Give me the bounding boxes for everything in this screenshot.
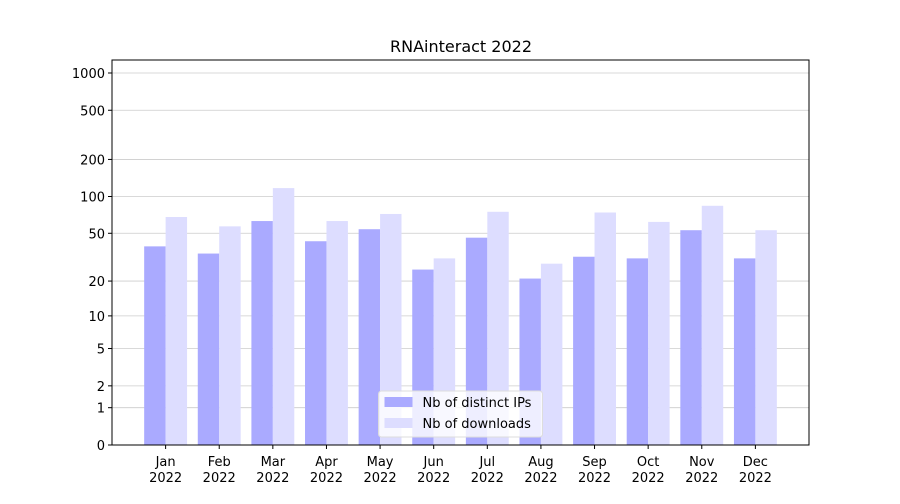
bar bbox=[251, 221, 273, 445]
bar bbox=[219, 226, 241, 445]
bar bbox=[701, 205, 724, 445]
x-tick-label: Jan 2022 bbox=[149, 455, 182, 486]
x-tick-label: May 2022 bbox=[364, 455, 397, 486]
bar bbox=[755, 230, 777, 445]
x-tick-label: Nov 2022 bbox=[685, 455, 718, 486]
y-tick-label: 10 bbox=[88, 310, 105, 325]
y-tick-label: 0 bbox=[97, 439, 105, 454]
y-tick-label: 200 bbox=[80, 153, 105, 168]
y-tick-label: 1000 bbox=[72, 67, 105, 82]
x-tick-label: Mar 2022 bbox=[256, 455, 289, 486]
x-tick-label: Apr 2022 bbox=[310, 455, 343, 486]
plot-frame bbox=[111, 59, 810, 446]
bar bbox=[197, 253, 220, 445]
legend-swatch bbox=[384, 397, 413, 407]
legend-swatch bbox=[384, 418, 413, 428]
y-tick-label: 1 bbox=[97, 402, 105, 417]
y-tick-label: 100 bbox=[80, 190, 105, 205]
bar bbox=[144, 246, 166, 445]
bar bbox=[487, 211, 509, 445]
chart-title: RNAinteract 2022 bbox=[390, 37, 532, 56]
bar bbox=[626, 258, 649, 445]
bar bbox=[272, 188, 295, 445]
bar bbox=[594, 212, 616, 445]
x-tick-label: Feb 2022 bbox=[203, 455, 236, 486]
bar bbox=[305, 241, 327, 445]
bar bbox=[326, 221, 348, 445]
bar bbox=[358, 229, 381, 445]
legend-label: Nb of downloads bbox=[423, 417, 532, 432]
legend-label: Nb of distinct IPs bbox=[423, 396, 532, 411]
y-tick-label: 2 bbox=[97, 380, 105, 395]
bar bbox=[733, 258, 756, 445]
x-tick-label: Aug 2022 bbox=[524, 455, 557, 486]
x-tick-label: Sep 2022 bbox=[578, 455, 611, 486]
x-tick-label: Oct 2022 bbox=[632, 455, 665, 486]
y-tick-label: 20 bbox=[88, 275, 105, 290]
y-tick-label: 5 bbox=[97, 343, 105, 358]
bar bbox=[540, 263, 563, 445]
x-tick-label: Dec 2022 bbox=[739, 455, 772, 486]
bar bbox=[648, 221, 670, 445]
x-tick-label: Jul 2022 bbox=[471, 455, 504, 486]
y-tick-label: 50 bbox=[88, 227, 105, 242]
bar bbox=[680, 230, 702, 445]
legend-box bbox=[378, 390, 543, 438]
x-tick-label: Jun 2022 bbox=[417, 455, 450, 486]
bar bbox=[165, 217, 188, 445]
bar bbox=[380, 213, 402, 445]
bar bbox=[573, 256, 595, 445]
y-tick-label: 500 bbox=[80, 104, 105, 119]
